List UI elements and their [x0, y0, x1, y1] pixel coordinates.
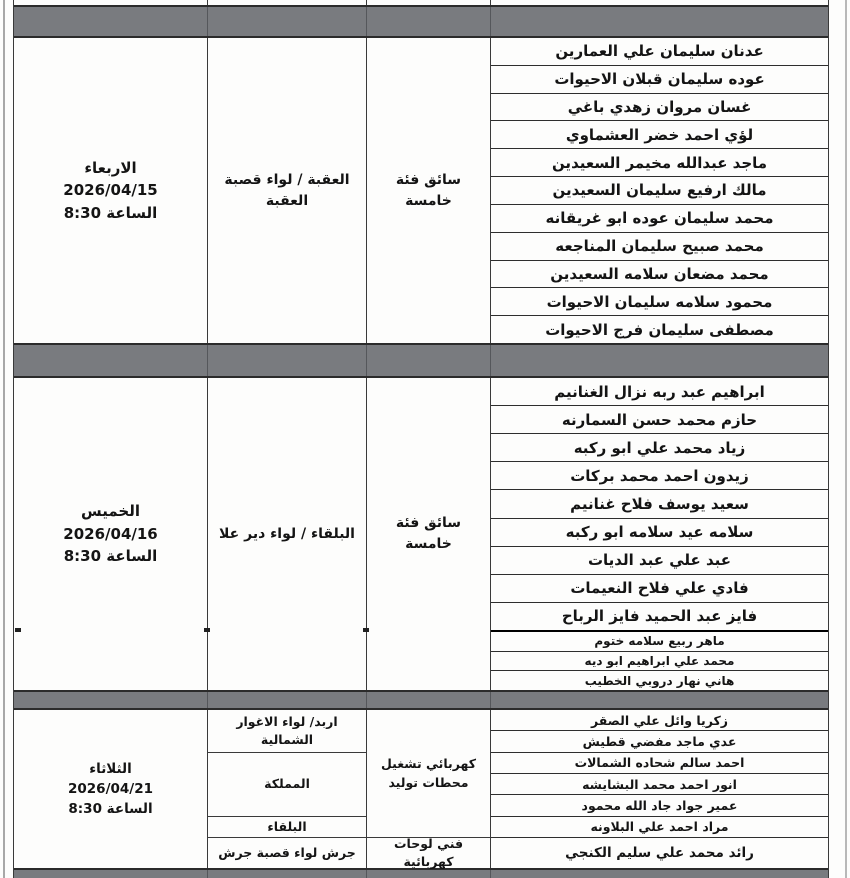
- table-row: سعيد يوسف فلاح غنانيم: [491, 490, 828, 519]
- table-row: عوده سليمان قبلان الاحيوات: [491, 66, 828, 94]
- separator-bar: [14, 690, 828, 710]
- page-edge-line-right: [845, 0, 847, 878]
- date-cell: الثلاثاء 2026/04/21 الساعة 8:30: [14, 710, 208, 868]
- job-cell: كهربائي تشغيل محطات توليد: [367, 710, 490, 838]
- date-value: 2026/04/16: [63, 524, 158, 543]
- location-cell: المملكة: [208, 753, 366, 817]
- names-column: عدنان سليمان علي العمارين عوده سليمان قب…: [491, 38, 828, 343]
- date-cell: الاربعاء 2026/04/15 الساعة 8:30: [14, 38, 208, 343]
- exam-schedule-table: الاربعاء 2026/04/15 الساعة 8:30 العقبة /…: [13, 0, 829, 878]
- location-cell: العقبة / لواء قصبة العقبة: [208, 38, 367, 343]
- table-row: لؤي احمد خضر العشماوي: [491, 121, 828, 150]
- table-row: حازم محمد حسن السمارنه: [491, 406, 828, 435]
- table-row: مراد احمد علي البلاونه: [491, 817, 828, 838]
- time-value: الساعة 8:30: [63, 547, 158, 566]
- table-row: انور احمد محمد البشايشه: [491, 774, 828, 796]
- table-row: محمد علي ابراهيم ابو ديه: [491, 652, 828, 672]
- schedule-block-wednesday: الاربعاء 2026/04/15 الساعة 8:30 العقبة /…: [14, 38, 828, 343]
- date-value: 2026/04/15: [63, 181, 158, 200]
- cutoff-row-top: [14, 0, 828, 5]
- names-group-main: ابراهيم عبد ربه نزال الغنانيم حازم محمد …: [491, 378, 828, 630]
- table-row: محمود سلامه سليمان الاحيوات: [491, 288, 828, 317]
- day-label: الثلاثاء: [89, 760, 132, 777]
- job-cell: سائق فئة خامسة: [367, 378, 491, 690]
- separator-bar: [14, 343, 828, 378]
- day-label: الخميس: [81, 502, 140, 521]
- table-row: محمد مضعان سلامه السعيدين: [491, 261, 828, 289]
- names-group-appended: ماهر ربيع سلامه ختوم محمد علي ابراهيم اب…: [491, 632, 828, 690]
- table-row: فادي علي فلاح النعيمات: [491, 575, 828, 603]
- table-row: زيدون احمد محمد بركات: [491, 462, 828, 491]
- location-cell: اربد/ لواء الاغوار الشمالية: [208, 710, 366, 753]
- date-cell: الخميس 2026/04/16 الساعة 8:30: [14, 378, 208, 690]
- thick-divider-line: [491, 630, 828, 632]
- table-row: احمد سالم شحاده الشمالات: [491, 753, 828, 774]
- table-row: زكريا وائل علي الصقر: [491, 710, 828, 732]
- day-label: الاربعاء: [84, 158, 137, 177]
- schedule-block-tuesday: الثلاثاء 2026/04/21 الساعة 8:30 اربد/ لو…: [14, 710, 828, 869]
- table-row: ماجد عبدالله مخيمر السعيدين: [491, 149, 828, 178]
- location-cell: البلقاء / لواء دير علا: [208, 378, 367, 690]
- job-column: كهربائي تشغيل محطات توليد فني لوحات كهرب…: [367, 710, 491, 869]
- partial-line-tick: [363, 628, 369, 632]
- table-row: ماهر ربيع سلامه ختوم: [491, 632, 828, 652]
- location-cell: جرش لواء قصبة جرش: [218, 844, 356, 860]
- time-value: الساعة 8:30: [63, 203, 158, 222]
- page-edge-line-left: [3, 0, 5, 878]
- separator-bar-bottom: [14, 868, 828, 878]
- table-row: مصطفى سليمان فرج الاحيوات: [545, 320, 774, 339]
- job-cell: سائق فئة خامسة: [367, 38, 491, 343]
- partial-line-tick: [15, 628, 21, 632]
- table-row: عدي ماجد مفضي قطيش: [491, 731, 828, 753]
- time-value: الساعة 8:30: [68, 801, 153, 818]
- names-column: زكريا وائل علي الصقر عدي ماجد مفضي قطيش …: [491, 710, 828, 868]
- location-cell: البلقاء: [208, 817, 366, 838]
- date-value: 2026/04/21: [68, 780, 154, 797]
- schedule-block-thursday: الخميس 2026/04/16 الساعة 8:30 البلقاء / …: [14, 378, 828, 690]
- table-row: محمد سليمان عوده ابو غريقانه: [491, 205, 828, 233]
- table-row: مالك ارفيع سليمان السعيدين: [491, 177, 828, 205]
- location-column: اربد/ لواء الاغوار الشمالية المملكة البل…: [208, 710, 367, 868]
- table-row: ابراهيم عبد ربه نزال الغنانيم: [491, 378, 828, 407]
- job-cell: فني لوحات كهربائية: [393, 835, 464, 869]
- table-row: سلامه عيد سلامه ابو ركبه: [491, 519, 828, 547]
- table-row: عدنان سليمان علي العمارين: [491, 38, 828, 66]
- table-row: زياد محمد علي ابو ركبه: [491, 434, 828, 463]
- table-row: عمير جواد جاد الله محمود: [491, 795, 828, 817]
- partial-line-tick: [204, 628, 210, 632]
- table-row: محمد صبيح سليمان المناجعه: [491, 233, 828, 261]
- table-row: فايز عبد الحميد فايز الرباح: [561, 607, 758, 626]
- names-column: ابراهيم عبد ربه نزال الغنانيم حازم محمد …: [491, 378, 828, 690]
- table-row: عبد علي عبد الديات: [491, 547, 828, 575]
- table-row: غسان مروان زهدي باغي: [491, 94, 828, 122]
- table-row: رائد محمد علي سليم الكنجي: [565, 844, 754, 861]
- table-row: هاني نهار دروبي الخطيب: [584, 673, 735, 688]
- separator-bar: [14, 5, 828, 38]
